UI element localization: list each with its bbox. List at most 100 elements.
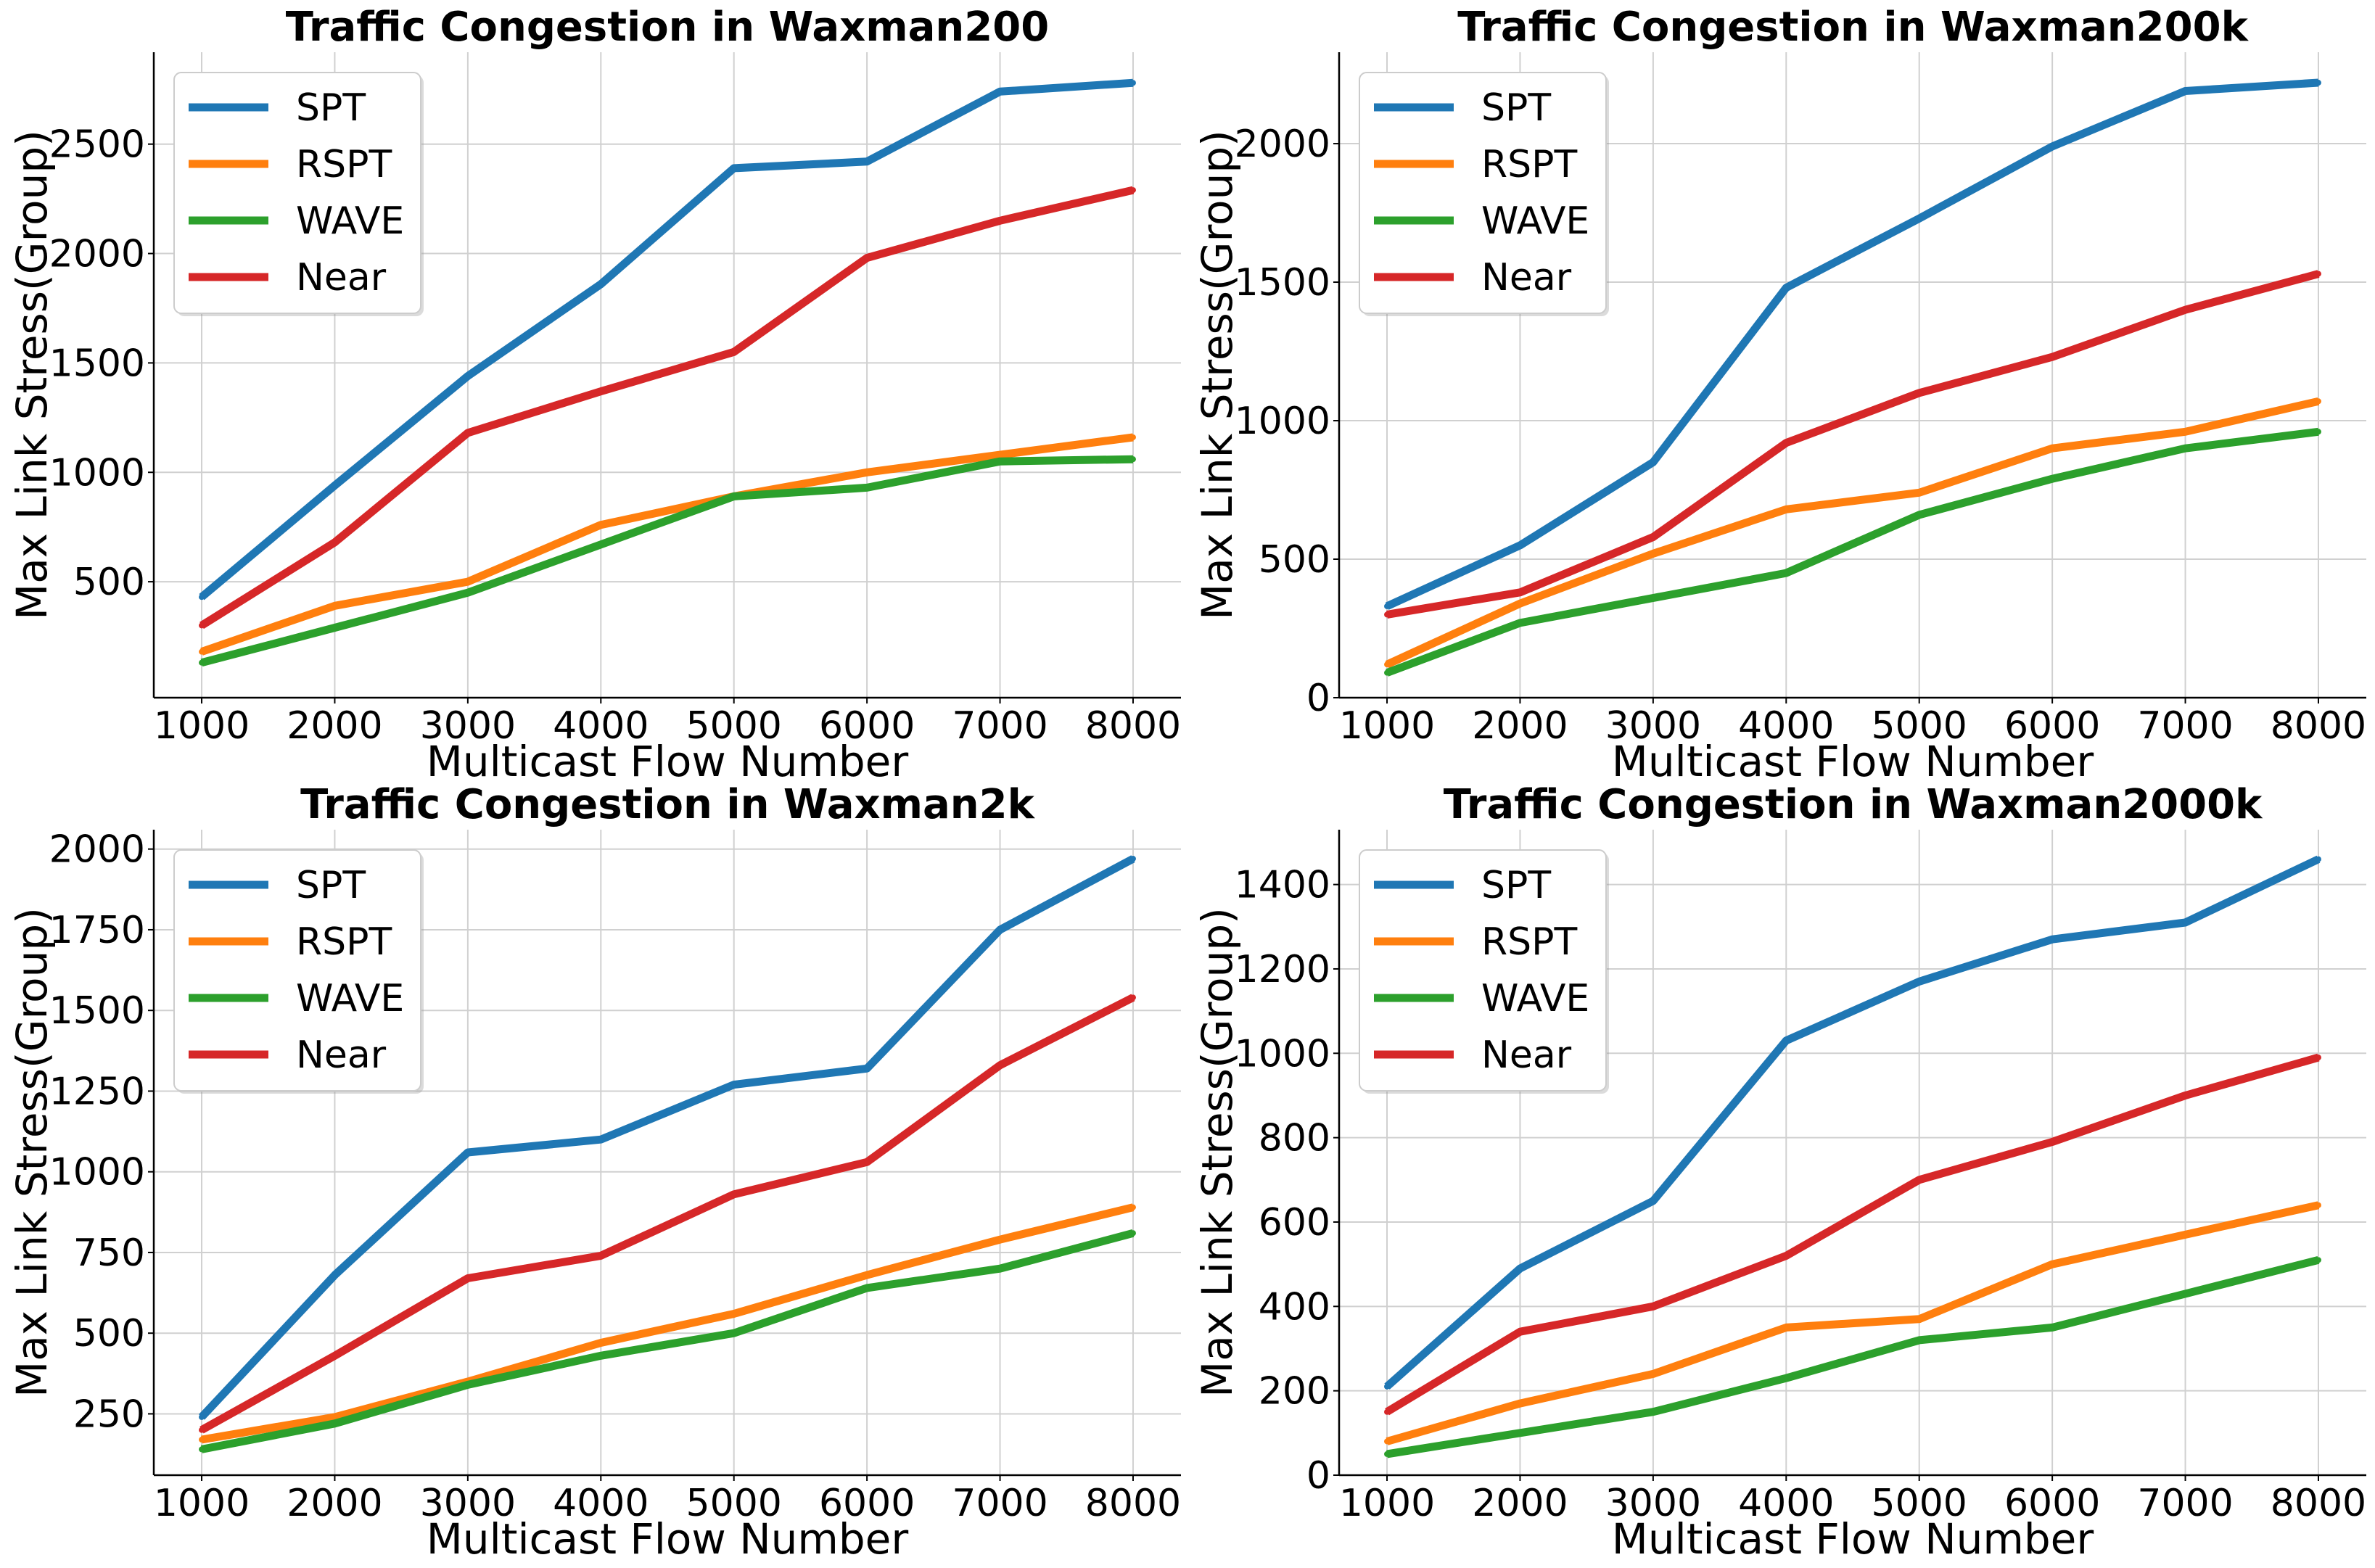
series-line-near — [1385, 1053, 2320, 1416]
x-tick-label: 1000 — [154, 1482, 250, 1525]
x-axis-label: Multicast Flow Number — [1612, 737, 2094, 786]
x-tick-label: 1000 — [1339, 1482, 1435, 1525]
data-point-spt — [1783, 284, 1790, 291]
data-point-near — [1384, 611, 1391, 618]
x-tick-label: 4000 — [553, 1482, 649, 1525]
data-point-rspt — [1129, 434, 1136, 440]
legend-frame — [1359, 849, 1607, 1092]
data-point-spt — [2182, 919, 2189, 925]
chart-title: Traffic Congestion in Waxman2k — [300, 781, 1035, 828]
y-axis-label: Max Link Stress(Group) — [1193, 130, 1242, 620]
legend-label-rspt: RSPT — [296, 920, 392, 964]
data-point-wave — [1783, 570, 1790, 577]
data-point-near — [1916, 389, 1922, 396]
data-point-spt — [199, 1414, 205, 1420]
data-point-rspt — [1650, 1371, 1656, 1377]
data-point-spt — [1783, 1037, 1790, 1044]
series-line-spt — [199, 78, 1134, 601]
data-point-spt — [2049, 936, 2056, 943]
data-point-rspt — [2182, 429, 2189, 435]
y-tick-label: 750 — [73, 1231, 145, 1275]
y-tick-label: 1000 — [1235, 400, 1330, 443]
data-point-near — [2182, 1092, 2189, 1099]
x-tick-label: 8000 — [2271, 704, 2366, 748]
x-tick-label: 4000 — [1738, 704, 1834, 748]
x-tick-label: 1000 — [1339, 704, 1435, 748]
data-point-spt — [2315, 856, 2321, 862]
data-point-rspt — [199, 648, 205, 655]
data-point-near — [1650, 1303, 1656, 1310]
y-tick-label: 500 — [73, 561, 145, 604]
data-point-wave — [864, 484, 870, 491]
data-point-near — [2182, 307, 2189, 313]
data-point-spt — [1916, 215, 1922, 222]
series-line-rspt — [201, 1203, 1135, 1444]
data-point-spt — [464, 373, 471, 379]
data-point-near — [1129, 994, 1136, 1001]
x-tick-label: 5000 — [686, 704, 782, 748]
data-point-near — [864, 255, 870, 261]
data-point-near — [997, 218, 1003, 224]
data-point-spt — [730, 165, 737, 171]
legend: SPT RSPT WAVE Near — [1359, 849, 1609, 1094]
data-point-near — [864, 1159, 870, 1165]
data-point-wave — [997, 1266, 1003, 1272]
data-point-spt — [730, 1081, 737, 1088]
data-point-spt — [864, 1065, 870, 1072]
y-tick-label: 1500 — [49, 342, 145, 385]
data-point-wave — [730, 493, 737, 500]
x-axis-label: Multicast Flow Number — [1612, 1514, 2094, 1564]
data-point-near — [997, 1062, 1003, 1068]
y-tick-label: 500 — [73, 1312, 145, 1356]
data-point-near — [598, 1253, 604, 1259]
data-point-near — [730, 349, 737, 355]
data-point-spt — [997, 88, 1003, 95]
legend-label-spt: SPT — [1481, 86, 1551, 130]
data-point-rspt — [997, 452, 1003, 458]
data-point-wave — [2315, 429, 2321, 435]
data-point-spt — [864, 158, 870, 165]
data-point-spt — [199, 594, 205, 601]
data-point-rspt — [332, 1414, 338, 1420]
legend-label-rspt: RSPT — [1481, 920, 1577, 964]
x-tick-label: 8000 — [1085, 1482, 1181, 1525]
data-point-rspt — [2315, 398, 2321, 405]
legend: SPT RSPT WAVE Near — [1359, 72, 1609, 316]
legend-label-spt: SPT — [1481, 864, 1551, 907]
data-point-rspt — [199, 1437, 205, 1443]
chart-panel-2: 1000 2000 3000 4000 5000 6000 7000 8000 250 500 75… — [7, 781, 1181, 1564]
data-point-wave — [464, 590, 471, 596]
series-line-near — [1386, 270, 2320, 619]
data-point-rspt — [2049, 445, 2056, 452]
y-tick-label: 1200 — [1235, 948, 1330, 991]
data-point-wave — [997, 458, 1003, 465]
data-point-rspt — [864, 469, 870, 476]
y-tick-label: 1750 — [49, 909, 145, 952]
x-tick-label: 4000 — [553, 704, 649, 748]
series-line-rspt — [1385, 397, 2320, 669]
data-point-near — [1517, 1329, 1523, 1335]
data-point-rspt — [2182, 1231, 2189, 1238]
y-axis-label: Max Link Stress(Group) — [7, 130, 57, 620]
data-point-near — [1129, 187, 1136, 194]
data-point-rspt — [1783, 506, 1790, 513]
x-tick-label: 4000 — [1738, 1482, 1834, 1525]
y-tick-label: 2000 — [49, 828, 145, 872]
data-point-rspt — [1517, 1400, 1523, 1407]
legend: SPT RSPT WAVE Near — [173, 72, 424, 316]
legend-label-wave: WAVE — [296, 977, 404, 1020]
data-point-near — [199, 1427, 205, 1433]
legend: SPT RSPT WAVE Near — [173, 849, 424, 1094]
x-axis-label: Multicast Flow Number — [427, 1514, 909, 1564]
series-line-rspt — [200, 433, 1134, 656]
data-point-rspt — [1783, 1324, 1790, 1331]
series-line-wave — [200, 455, 1134, 667]
data-point-wave — [1783, 1375, 1790, 1382]
chart-panel-1: 1000 2000 3000 4000 5000 6000 7000 8000 0 500 1000… — [1193, 4, 2366, 786]
legend-label-spt: SPT — [296, 86, 366, 130]
data-point-wave — [2049, 1324, 2056, 1331]
legend-label-wave: WAVE — [296, 199, 404, 243]
legend-label-rspt: RSPT — [1481, 143, 1577, 186]
data-point-rspt — [1384, 661, 1391, 668]
data-point-near — [464, 429, 471, 436]
